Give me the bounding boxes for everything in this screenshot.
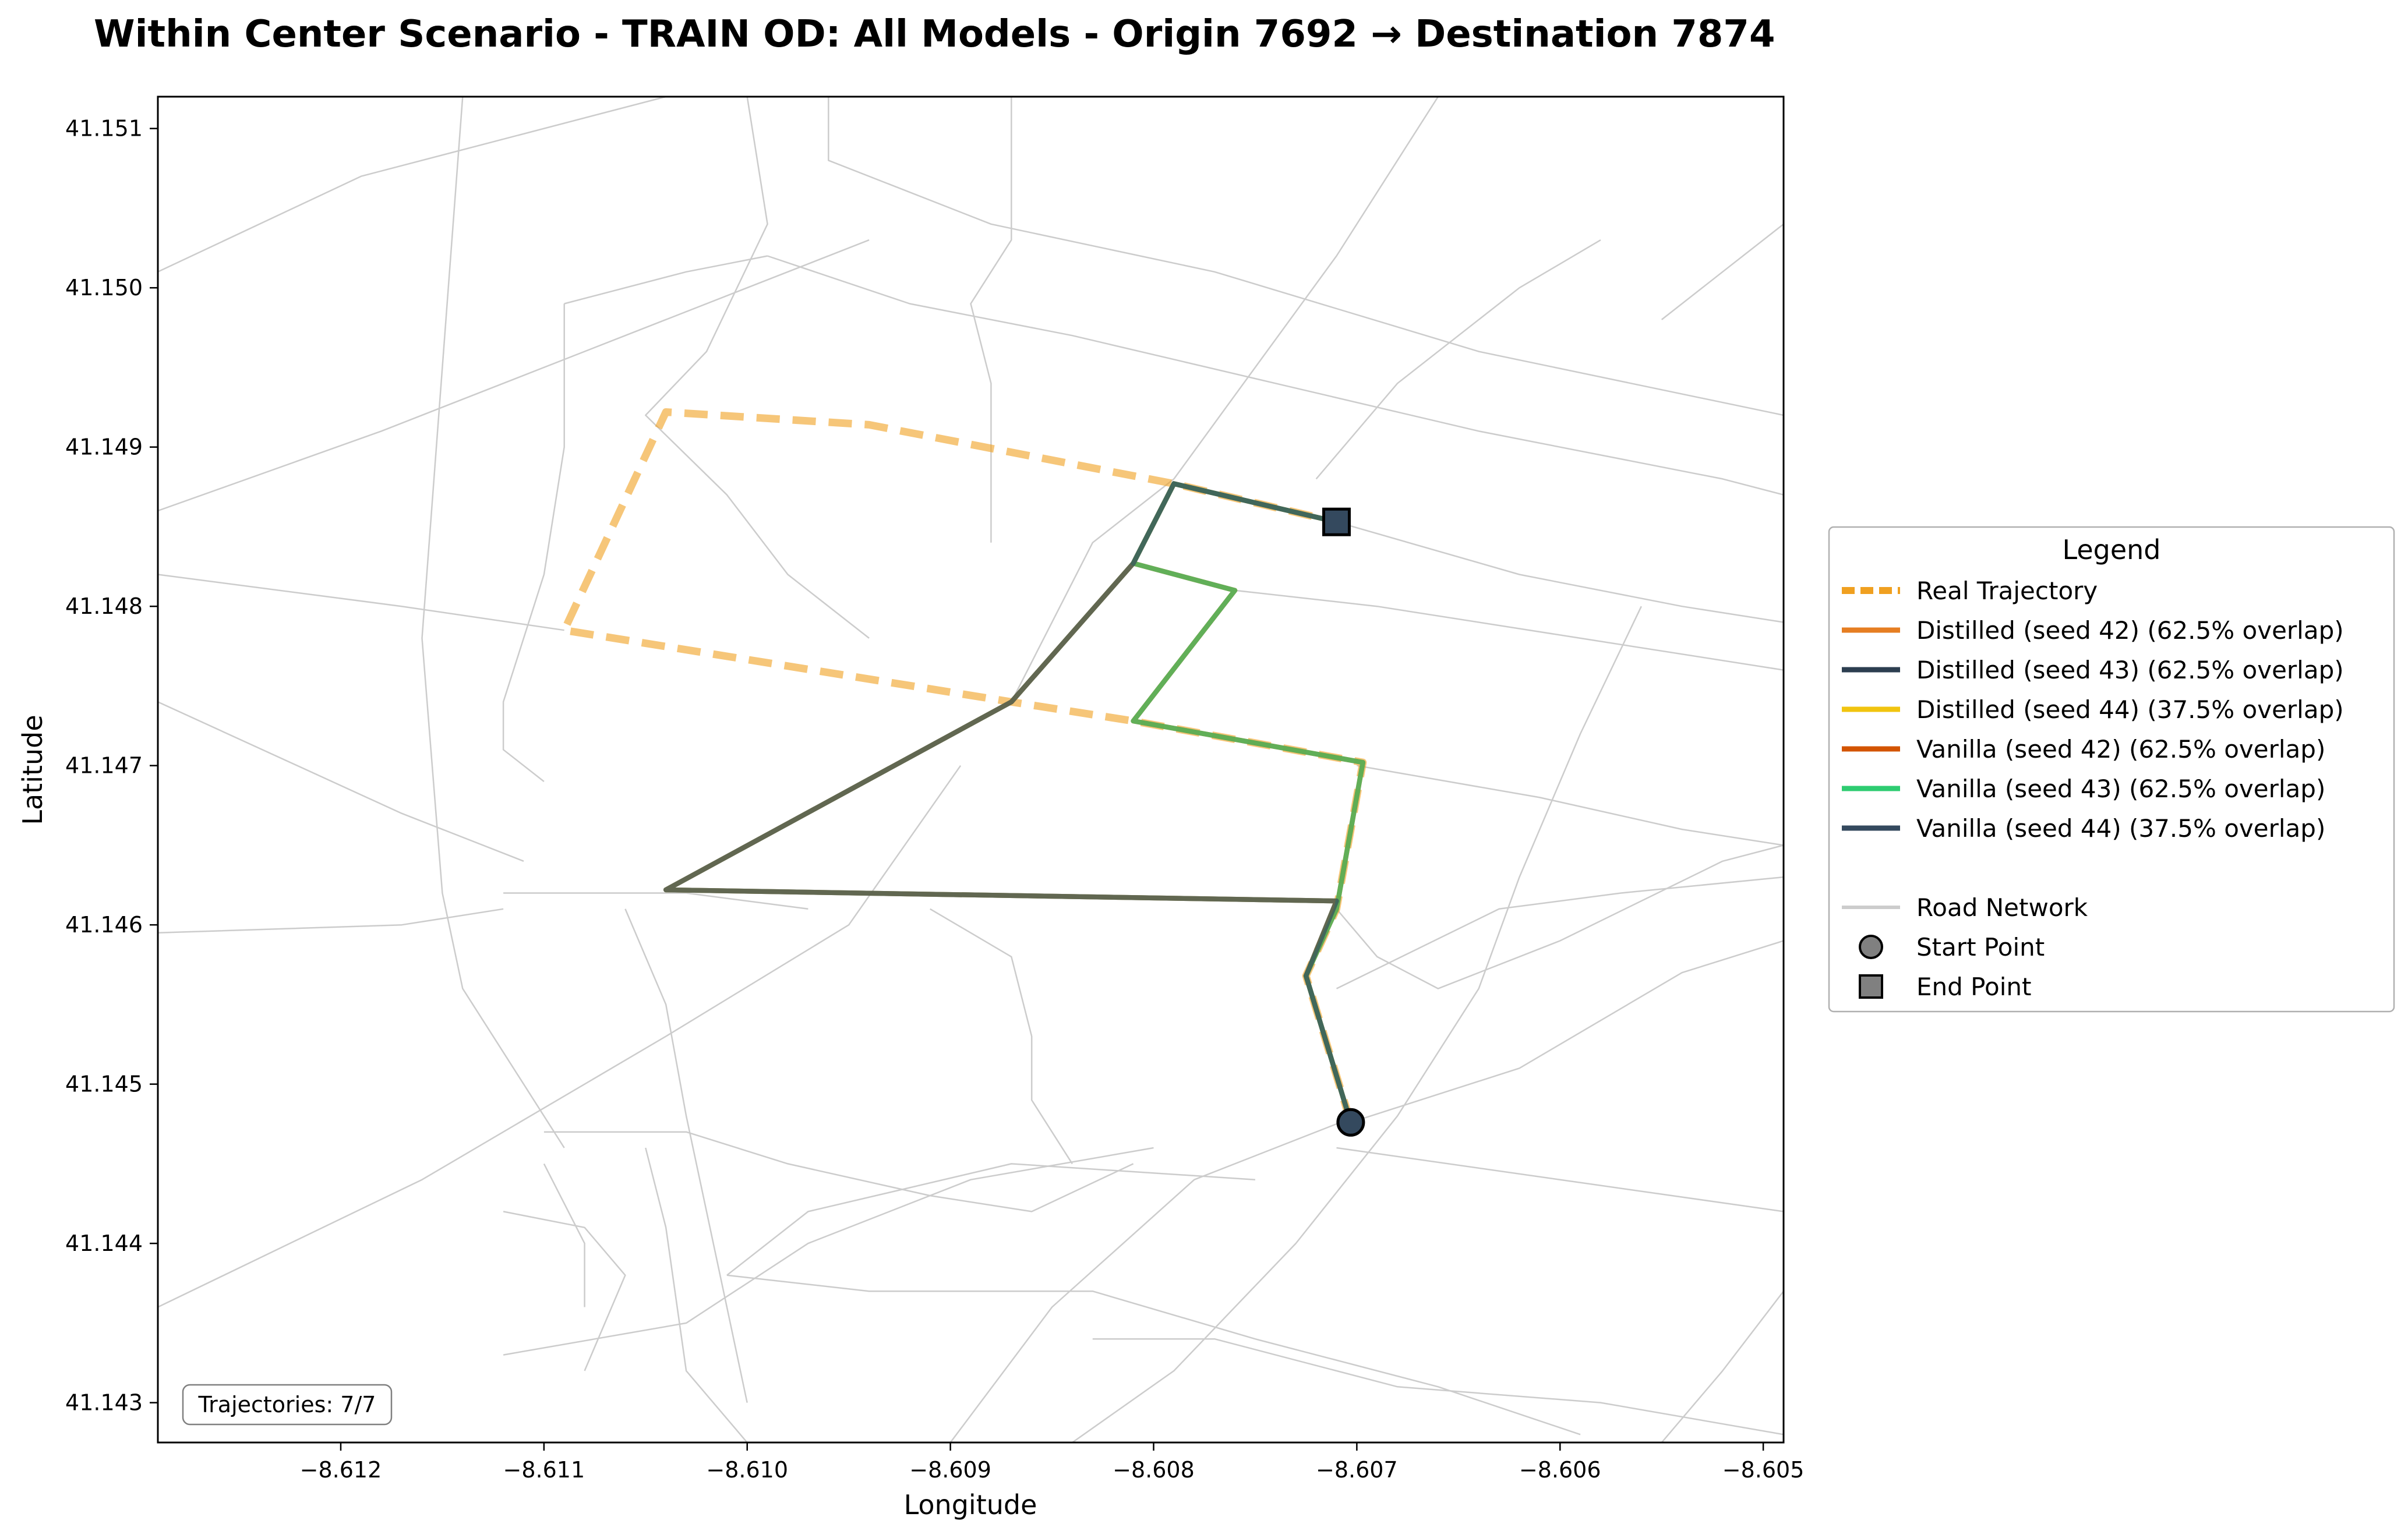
x-tick-label: −8.606 xyxy=(1519,1457,1601,1483)
marker-layer xyxy=(1322,507,1365,1137)
road-segment xyxy=(421,97,565,1148)
road-segment xyxy=(503,1211,626,1371)
road-segment xyxy=(1234,589,1784,671)
legend: Legend Real Trajectory Distilled (seed 42… xyxy=(1828,526,2395,1013)
road-segment xyxy=(158,701,524,862)
road-segment xyxy=(1350,940,1784,1123)
y-axis-label: Latitude xyxy=(17,715,48,825)
road-segment xyxy=(158,574,564,631)
road-segment xyxy=(1336,1147,1784,1212)
road-segment xyxy=(726,1163,1255,1276)
legend-label: Vanilla (seed 43) (62.5% overlap) xyxy=(1916,775,2325,803)
road-segment xyxy=(1661,1290,1784,1442)
end-point-marker xyxy=(1322,507,1351,536)
road-segment xyxy=(543,1131,1134,1212)
legend-label: Vanilla (seed 44) (37.5% overlap) xyxy=(1916,814,2325,843)
road-segment xyxy=(158,97,666,273)
road-segment xyxy=(645,1147,748,1442)
road-segment xyxy=(503,1147,1154,1356)
road-segment xyxy=(1315,239,1601,480)
road-segment xyxy=(726,1274,1581,1436)
road-segment xyxy=(158,239,870,512)
road-segment xyxy=(1072,606,1642,1442)
road-network-layer xyxy=(158,97,1784,1442)
chart-title: Within Center Scenario - TRAIN OD: All M… xyxy=(94,13,1775,56)
trajectory-layer xyxy=(560,408,1367,1125)
legend-label: Start Point xyxy=(1916,933,2045,961)
x-tick-label: −8.605 xyxy=(1722,1457,1805,1483)
road-segment xyxy=(970,97,1012,543)
y-tick-label: 41.146 xyxy=(65,912,143,938)
legend-label: Distilled (seed 42) (62.5% overlap) xyxy=(1916,616,2344,645)
road-segment xyxy=(543,1163,585,1307)
road-segment xyxy=(564,255,768,305)
plot-area: Trajectories: 7/7 xyxy=(157,96,1785,1444)
y-tick-label: 41.144 xyxy=(65,1231,143,1256)
legend-items: Real Trajectory Distilled (seed 42) (62.5… xyxy=(1842,577,2344,1001)
y-tick-label: 41.148 xyxy=(65,593,143,619)
y-axis: 41.143 41.144 41.145 41.146 41.147 41.148 41.1… xyxy=(65,116,158,1416)
road-segment xyxy=(1336,876,1784,989)
y-tick-label: 41.151 xyxy=(65,116,143,142)
trajectory-vanilla-seed-44-37-5-overlap xyxy=(663,481,1354,1125)
road-segment xyxy=(1173,97,1439,480)
road-segment xyxy=(158,908,504,934)
y-tick-label: 41.150 xyxy=(65,275,143,300)
road-segment xyxy=(158,765,962,1308)
x-axis: −8.612 −8.611 −8.610 −8.609 −8.608 −8.607 −8.6… xyxy=(300,1442,1805,1483)
road-segment xyxy=(930,908,1073,1165)
road-segment xyxy=(1661,223,1784,320)
x-tick-label: −8.609 xyxy=(909,1457,991,1483)
road-segment xyxy=(828,97,1784,416)
start-point-marker xyxy=(1336,1108,1365,1137)
legend-label: Road Network xyxy=(1916,893,2088,922)
road-segment xyxy=(949,1115,1357,1442)
road-segment xyxy=(1092,1338,1784,1436)
legend-label: Vanilla (seed 42) (62.5% overlap) xyxy=(1916,735,2325,763)
x-axis-label: Longitude xyxy=(904,1489,1037,1521)
road-segment xyxy=(503,892,808,910)
legend-label: Distilled (seed 44) (37.5% overlap) xyxy=(1916,695,2344,724)
road-segment xyxy=(624,908,748,1403)
road-segment xyxy=(1011,478,1175,702)
y-tick-label: 41.143 xyxy=(65,1390,143,1416)
legend-label: End Point xyxy=(1916,973,2031,1001)
y-tick-label: 41.149 xyxy=(65,434,143,460)
legend-label: Real Trajectory xyxy=(1916,577,2098,605)
legend-swatch-start-point xyxy=(1859,935,1883,959)
legend-frame xyxy=(1828,526,2395,1013)
x-tick-label: −8.611 xyxy=(503,1457,585,1483)
x-tick-label: −8.612 xyxy=(300,1457,382,1483)
y-tick-label: 41.145 xyxy=(65,1072,143,1097)
road-segment xyxy=(502,303,565,782)
trajectory-count-badge: Trajectories: 7/7 xyxy=(182,1384,393,1426)
legend-label: Distilled (seed 43) (62.5% overlap) xyxy=(1916,656,2344,684)
x-tick-label: −8.607 xyxy=(1316,1457,1398,1483)
x-tick-label: −8.610 xyxy=(706,1457,788,1483)
plot-frame xyxy=(157,96,1785,1444)
road-segment xyxy=(1357,765,1784,846)
x-tick-label: −8.608 xyxy=(1113,1457,1195,1483)
trajectory-count-text: Trajectories: 7/7 xyxy=(198,1392,376,1417)
y-tick-label: 41.147 xyxy=(65,753,143,779)
road-segment xyxy=(645,97,870,639)
legend-title: Legend xyxy=(2063,534,2161,565)
road-segment xyxy=(1336,844,1784,989)
road-segment xyxy=(1336,521,1784,623)
road-segment xyxy=(767,255,1784,496)
legend-swatch-end-point xyxy=(1859,974,1883,999)
